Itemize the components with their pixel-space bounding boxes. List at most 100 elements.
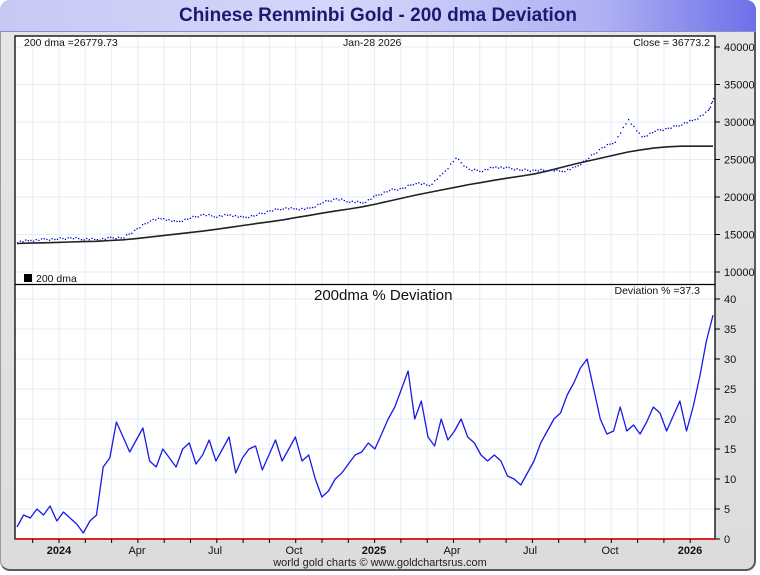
close-price-point	[654, 130, 656, 132]
price-axis-tick-label: 35000	[724, 80, 755, 92]
close-price-point	[678, 125, 680, 127]
close-price-point	[365, 201, 367, 204]
close-price-point	[346, 201, 348, 203]
close-price-point	[62, 237, 64, 240]
close-price-point	[641, 136, 643, 138]
close-price-point	[535, 169, 537, 171]
close-price-point	[604, 146, 606, 148]
close-price-point	[80, 239, 83, 241]
close-price-point	[102, 237, 104, 240]
close-price-point	[96, 239, 98, 241]
close-price-point	[367, 199, 369, 201]
price-series-group	[16, 98, 715, 245]
price-axis-tick-label: 30000	[724, 117, 755, 129]
close-price-point	[442, 172, 444, 175]
close-price-point	[240, 215, 242, 218]
close-price-point	[64, 238, 67, 240]
close-price-point	[205, 215, 207, 217]
close-price-point	[354, 201, 356, 204]
close-price-point	[290, 207, 292, 209]
close-price-point	[67, 237, 69, 239]
date-label: Jan-28 2026	[343, 37, 402, 49]
close-price-point	[415, 182, 417, 185]
close-price-point	[487, 168, 489, 171]
close-price-point	[468, 168, 470, 171]
close-price-point	[410, 184, 412, 186]
close-price-point	[375, 194, 377, 196]
close-price-point	[620, 132, 622, 134]
close-price-point	[423, 182, 425, 185]
close-price-point	[558, 170, 561, 172]
close-price-point	[455, 157, 457, 159]
close-price-point	[383, 191, 385, 193]
legend-swatch-200dma	[24, 274, 32, 282]
deviation-line	[16, 315, 714, 534]
close-price-point	[670, 127, 672, 129]
close-price-point	[609, 143, 611, 145]
close-price-point	[72, 238, 75, 240]
close-price-point	[503, 167, 505, 169]
close-price-point	[373, 195, 375, 198]
close-price-point	[200, 214, 202, 216]
deviation-axis-tick-label: 0	[724, 534, 730, 546]
close-price-point	[195, 216, 197, 218]
close-price-point	[115, 238, 117, 240]
deviation-axis-tick-label: 10	[724, 474, 736, 486]
close-price-point	[242, 216, 245, 218]
deviation-axis-tick-label: 20	[724, 414, 736, 426]
close-price-point	[152, 218, 154, 221]
x-axis-tick-label: 2025	[362, 545, 386, 557]
close-price-point	[35, 239, 37, 241]
close-price-point	[288, 208, 290, 210]
x-axis-tick-label: 2024	[47, 545, 72, 557]
close-price-point	[86, 237, 88, 240]
close-price-point	[447, 168, 449, 170]
price-axis-tick-label: 15000	[724, 230, 755, 242]
close-price-point	[566, 168, 569, 171]
x-axis-tick-label: Jul	[523, 545, 537, 557]
close-price-point	[394, 188, 396, 191]
close-price-point	[70, 237, 72, 239]
price-axis-tick-label: 10000	[724, 267, 755, 279]
close-price-point	[590, 154, 593, 156]
close-price-point	[524, 168, 526, 170]
close-price-point	[434, 180, 436, 182]
title-bar: Chinese Renminbi Gold - 200 dma Deviatio…	[0, 0, 756, 32]
close-price-point	[588, 157, 590, 159]
close-price-point	[163, 218, 165, 220]
close-price-point	[125, 234, 128, 236]
close-price-point	[78, 237, 80, 240]
close-price-point	[266, 210, 268, 213]
close-price-point	[30, 239, 32, 242]
close-price-point	[606, 143, 608, 146]
close-price-point	[171, 220, 173, 222]
close-price-point	[314, 206, 316, 208]
close-price-point	[234, 215, 237, 217]
close-price-point	[91, 237, 93, 240]
close-price-point	[229, 214, 231, 216]
close-price-point	[479, 170, 481, 173]
close-price-point	[711, 101, 714, 103]
close-price-point	[216, 216, 218, 218]
x-axis-tick-label: Oct	[601, 545, 618, 557]
close-price-point	[168, 219, 170, 221]
close-price-point	[436, 178, 438, 180]
close-price-point	[574, 166, 577, 168]
close-price-point	[628, 119, 630, 121]
close-price-point	[481, 170, 484, 173]
close-price-point	[710, 102, 713, 104]
close-price-point	[564, 170, 566, 173]
close-price-point	[213, 216, 215, 218]
deviation-value-label: Deviation % =37.3	[614, 285, 700, 297]
close-price-point	[22, 241, 24, 243]
close-price-point	[614, 141, 616, 143]
close-price-point	[689, 119, 691, 122]
close-price-point	[224, 213, 226, 216]
close-price-point	[362, 202, 364, 204]
close-price-point	[54, 238, 56, 241]
close-price-point	[311, 206, 314, 209]
close-price-point	[123, 237, 125, 239]
close-price-point	[141, 224, 144, 226]
close-price-point	[117, 236, 120, 238]
